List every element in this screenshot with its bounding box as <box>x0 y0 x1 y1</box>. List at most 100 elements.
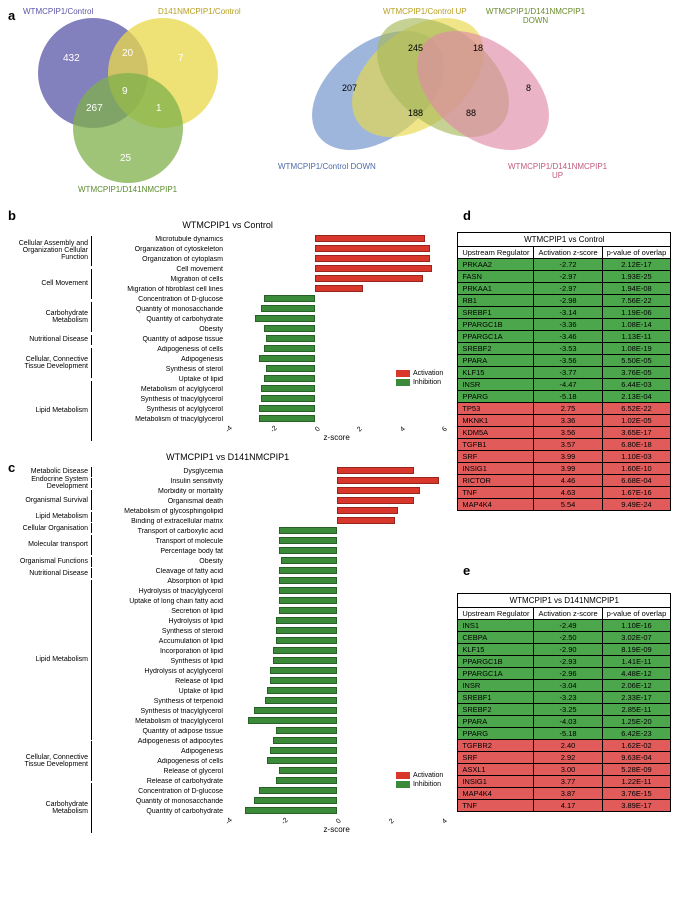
regulator-name: TGFBR2 <box>458 740 534 752</box>
regulator-pvalue: 2.33E-17 <box>602 692 671 704</box>
bar-row: Quantity of monosaccharide <box>96 304 447 314</box>
regulator-name: ASXL1 <box>458 764 534 776</box>
bar-row: Metabolism of triacylglycerol <box>96 414 447 424</box>
bar-row: Metabolism of glycosphingolipid <box>96 506 447 516</box>
bar-row: Migration of cells <box>96 274 447 284</box>
bar <box>264 295 315 302</box>
panel-b-chart: WTMCPIP1 vs ControlCellular Assembly and… <box>8 220 447 442</box>
venn3-label-yellow: D141NMCPIP1/Control <box>158 8 241 17</box>
bar <box>270 677 336 684</box>
legend-activation: Activation <box>413 370 443 377</box>
bar-label: Transport of molecule <box>96 538 226 545</box>
bar-row: Synthesis of terpenoid <box>96 696 447 706</box>
regulator-pvalue: 5.28E-09 <box>602 764 671 776</box>
bar <box>276 617 337 624</box>
panel-d-table: WTMCPIP1 vs ControlUpstream RegulatorAct… <box>457 232 677 511</box>
bar-label: Adipogenesis of adipocytes <box>96 738 226 745</box>
regulator-pvalue: 8.19E-09 <box>602 644 671 656</box>
venn4-l4: WTMCPIP1/D141NMCPIP1 UP <box>508 163 607 181</box>
bar-label: Adipogenesis <box>96 748 226 755</box>
bar-label: Dysglycemia <box>96 468 226 475</box>
category-label: Lipid Metabolism <box>8 381 92 441</box>
venn4-l2: WTMCPIP1/Control UP <box>383 8 467 17</box>
bar-label: Synthesis of acylglycerol <box>96 406 226 413</box>
regulator-zscore: 2.40 <box>534 740 602 752</box>
table-row: PPARGC1B -2.93 1.41E-11 <box>458 656 671 668</box>
regulator-pvalue: 1.60E-10 <box>602 463 671 475</box>
table-row: RB1 -2.98 7.56E-22 <box>458 295 671 307</box>
regulator-zscore: 3.99 <box>534 463 602 475</box>
category-label: Lipid Metabolism <box>8 512 92 522</box>
legend-activation: Activation <box>413 772 443 779</box>
regulator-name: PRKAA1 <box>458 283 534 295</box>
bar-label: Hydrolysis of lipid <box>96 618 226 625</box>
bar-row: Adipogenesis <box>96 354 447 364</box>
bar-label: Transport of carboxylic acid <box>96 528 226 535</box>
panel-e-table: WTMCPIP1 vs D141NMCPIP1Upstream Regulato… <box>457 593 677 812</box>
table-row: PPARA -4.03 1.25E-20 <box>458 716 671 728</box>
regulator-pvalue: 3.65E-17 <box>602 427 671 439</box>
x-axis: -4-20246 <box>226 426 447 433</box>
bar-row: Adipogenesis of cells <box>96 756 447 766</box>
regulator-zscore: -3.36 <box>534 319 602 331</box>
regulator-pvalue: 1.67E-16 <box>602 487 671 499</box>
bar <box>337 517 395 524</box>
bar <box>279 767 337 774</box>
regulator-name: SREBF1 <box>458 307 534 319</box>
panel-e-label: e <box>463 563 470 578</box>
bar <box>337 487 420 494</box>
bar-label: Quantity of adipose tissue <box>96 728 226 735</box>
category-label: Metabolic Disease <box>8 467 92 477</box>
table-row: INSIG1 3.99 1.60E-10 <box>458 463 671 475</box>
category-label: Carbohydrate Metabolism <box>8 783 92 833</box>
regulator-zscore: 3.36 <box>534 415 602 427</box>
venn4-l3: WTMCPIP1/D141NMCPIP1 DOWN <box>483 8 588 26</box>
regulator-zscore: 3.57 <box>534 439 602 451</box>
regulator-name: INSIG1 <box>458 776 534 788</box>
venn4-c4: 8 <box>526 83 531 93</box>
venn3-count-c: 25 <box>120 153 131 164</box>
regulator-zscore: 3.00 <box>534 764 602 776</box>
bar <box>270 667 336 674</box>
regulator-name: KDM5A <box>458 427 534 439</box>
bar-row: Uptake of lipid <box>96 686 447 696</box>
bar-label: Percentage body fat <box>96 548 226 555</box>
bar <box>259 355 314 362</box>
table-row: RICTOR 4.46 6.68E-04 <box>458 475 671 487</box>
bar-label: Cell movement <box>96 266 226 273</box>
regulator-pvalue: 9.63E-04 <box>602 752 671 764</box>
table-row: MAP4K4 5.54 9.49E-24 <box>458 499 671 511</box>
bar-label: Concentration of D-glucose <box>96 296 226 303</box>
bar <box>264 325 315 332</box>
bar <box>266 365 315 372</box>
bar-row: Migration of fibroblast cell lines <box>96 284 447 294</box>
regulator-pvalue: 3.02E-07 <box>602 632 671 644</box>
bar <box>337 477 439 484</box>
bar-row: Release of lipid <box>96 676 447 686</box>
regulator-name: MKNK1 <box>458 415 534 427</box>
regulator-pvalue: 1.19E-06 <box>602 307 671 319</box>
venn3-count-ac: 267 <box>86 103 103 114</box>
bar <box>337 497 414 504</box>
regulator-name: PRKAA2 <box>458 259 534 271</box>
regulator-name: SRF <box>458 451 534 463</box>
category-label: Cell Movement <box>8 269 92 299</box>
bar-label: Metabolism of acylglycerol <box>96 386 226 393</box>
table-row: INSR -3.04 2.06E-12 <box>458 680 671 692</box>
table-row: KDM5A 3.56 3.65E-17 <box>458 427 671 439</box>
category-label: Molecular transport <box>8 535 92 555</box>
category-label: Cellular, Connective Tissue Development <box>8 348 92 378</box>
regulator-name: FASN <box>458 271 534 283</box>
bar-label: Concentration of D-glucose <box>96 788 226 795</box>
bar <box>259 415 314 422</box>
regulator-pvalue: 5.50E-05 <box>602 355 671 367</box>
table-row: PRKAA1 -2.97 1.94E-08 <box>458 283 671 295</box>
bar-label: Release of lipid <box>96 678 226 685</box>
venn3-label-purple: WTMCPIP1/Control <box>23 8 93 17</box>
regulator-pvalue: 1.62E-02 <box>602 740 671 752</box>
bar <box>276 637 337 644</box>
bar-row: Quantity of adipose tissue <box>96 726 447 736</box>
table-title: WTMCPIP1 vs D141NMCPIP1 <box>458 594 671 608</box>
regulator-pvalue: 6.80E-18 <box>602 439 671 451</box>
regulator-name: PPARG <box>458 728 534 740</box>
